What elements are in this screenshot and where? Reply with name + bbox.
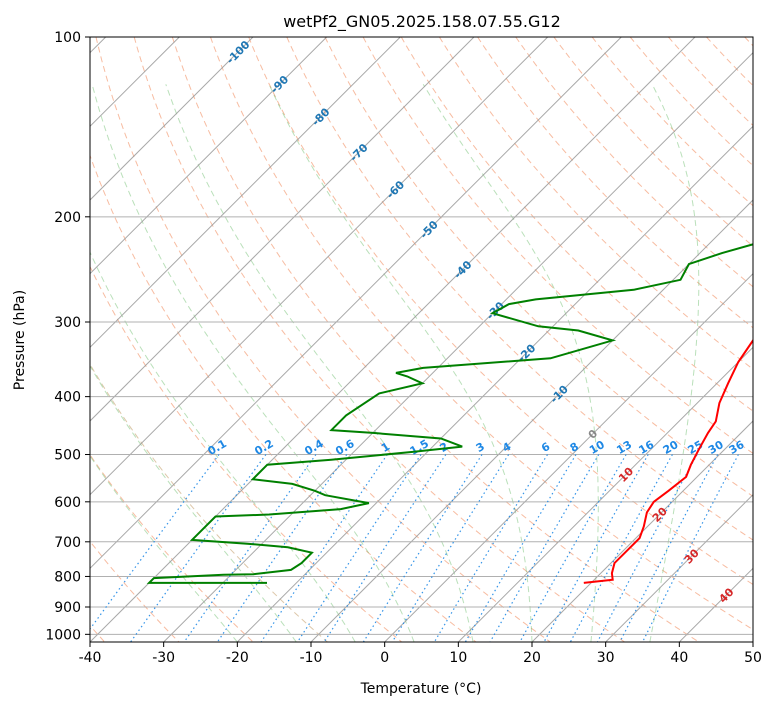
dry-adiabat [553, 37, 753, 247]
isotherm [163, 51, 753, 642]
isotherm [90, 37, 328, 275]
x-tick-label: -20 [226, 650, 249, 666]
plot-frame [89, 36, 754, 643]
moist-adiabat [91, 84, 415, 642]
moist-adiabat [165, 84, 474, 642]
mixing-ratio-line [543, 454, 649, 642]
moist-adiabat [90, 455, 238, 642]
isotherm [90, 37, 622, 570]
dry-adiabat [286, 37, 753, 541]
x-tick-label: 0 [380, 650, 389, 666]
dewpoint-profile-line [146, 243, 753, 584]
x-tick-label: -10 [300, 650, 323, 666]
mixing-ratio-line [362, 454, 483, 642]
dry-adiabat [438, 37, 753, 370]
y-tick-label: 500 [54, 448, 81, 464]
isotherm [236, 125, 753, 642]
dry-adiabat [324, 37, 753, 497]
mixing-ratio-line [323, 454, 447, 642]
x-tick-label: -40 [79, 650, 102, 666]
y-tick-label: 400 [54, 390, 81, 406]
dry-adiabat [591, 37, 753, 207]
moist-adiabat [90, 364, 297, 642]
y-tick-label: 900 [54, 600, 81, 616]
moist-adiabat [268, 84, 533, 642]
dry-adiabat [171, 37, 700, 642]
y-axis-title: Pressure (hPa) [12, 290, 28, 390]
x-tick-label: 10 [449, 650, 467, 666]
x-tick-label: 30 [597, 650, 615, 666]
isotherm [90, 37, 475, 422]
mixing-ratio-line [296, 454, 422, 642]
mixing-ratio-line [569, 454, 673, 642]
x-tick-label: 40 [670, 650, 688, 666]
dry-adiabat [477, 37, 753, 329]
y-tick-label: 200 [54, 210, 81, 226]
mixing-ratio-line [596, 454, 698, 642]
mixing-ratio-line [489, 454, 600, 642]
x-tick-label: -30 [152, 650, 175, 666]
x-tick-label: 50 [744, 650, 762, 666]
mixing-ratio-line [130, 454, 267, 642]
isotherm [384, 272, 753, 642]
axis-ticks: -40 -30 -20 -10 0 10 20 30 40 50 100 200 300 400 500 60… [45, 30, 762, 666]
moist-adiabat [90, 251, 356, 642]
mixing-ratio-line [619, 454, 719, 642]
temperature-profile-line [583, 338, 753, 584]
dry-adiabat [400, 37, 753, 412]
x-axis-title: Temperature (°C) [360, 681, 482, 697]
chart-title: wetPf2_GN05.2025.158.07.55.G12 [283, 12, 561, 32]
dry-adiabat [90, 153, 477, 642]
y-tick-label: 800 [54, 569, 81, 585]
mixing-ratio-line [519, 454, 627, 642]
isotherm [90, 37, 549, 496]
x-tick-label: 20 [523, 650, 541, 666]
isotherm [605, 493, 753, 642]
isotherm [90, 37, 254, 201]
y-tick-label: 300 [54, 315, 81, 331]
dry-adiabat [248, 37, 753, 586]
isotherm [310, 199, 753, 642]
y-tick-label: 100 [54, 30, 81, 46]
isotherm [531, 420, 753, 642]
isotherm [90, 37, 696, 642]
dry-adiabat [90, 265, 403, 642]
mixing-ratio-line [642, 454, 739, 642]
dry-adiabat [133, 37, 625, 642]
series-layer [146, 243, 753, 584]
y-tick-label: 700 [54, 535, 81, 551]
y-tick-label: 1000 [45, 627, 81, 643]
mixing-ratio-line [90, 454, 220, 631]
isotherm [90, 37, 401, 349]
dry-adiabat [210, 37, 753, 631]
dry-adiabat [95, 37, 551, 642]
y-tick-label: 600 [54, 495, 81, 511]
mixing-ratio-line [216, 454, 348, 642]
isotherm [457, 346, 753, 642]
